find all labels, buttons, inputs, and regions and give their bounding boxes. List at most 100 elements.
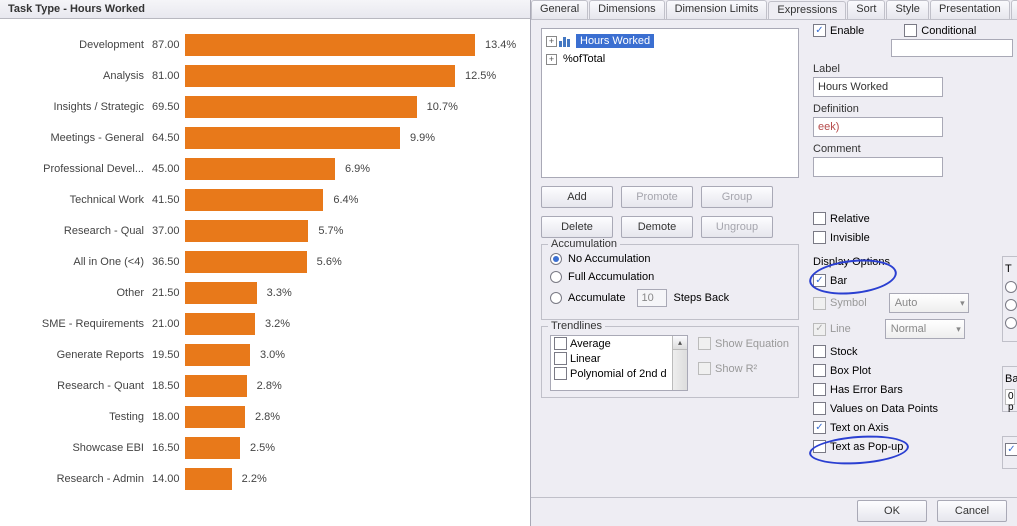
comment-input[interactable] xyxy=(813,157,943,177)
value-label: 45.00 xyxy=(150,163,185,175)
textaxis-row[interactable]: Text on Axis xyxy=(813,421,1008,434)
trend-item[interactable]: Polynomial of 2nd d xyxy=(551,366,687,381)
cut-radio-3[interactable] xyxy=(1005,317,1017,329)
enable-checkbox-row[interactable]: Enable xyxy=(813,24,864,37)
trendline-list[interactable]: Average Linear Polynomial of 2nd d ▴ xyxy=(550,335,688,391)
cut-t-label: T xyxy=(1005,263,1012,275)
show-equation-row[interactable]: Show Equation xyxy=(698,337,789,350)
errorbars-row[interactable]: Has Error Bars xyxy=(813,383,1008,396)
expander-icon[interactable]: + xyxy=(546,54,557,65)
errorbars-checkbox[interactable] xyxy=(813,383,826,396)
full-accum-row[interactable]: Full Accumulation xyxy=(550,271,790,283)
tab-presentation[interactable]: Presentation xyxy=(930,0,1010,19)
stock-row[interactable]: Stock xyxy=(813,345,1008,358)
cut-checkbox[interactable] xyxy=(1005,443,1017,456)
trend-poly-checkbox[interactable] xyxy=(554,367,567,380)
cut-radio-1[interactable] xyxy=(1005,281,1017,293)
line-row[interactable]: LineNormal xyxy=(813,319,1008,339)
accum-row[interactable]: Accumulate10Steps Back xyxy=(550,289,790,307)
add-button[interactable]: Add xyxy=(541,186,613,208)
tab-general[interactable]: General xyxy=(531,0,588,19)
enable-checkbox[interactable] xyxy=(813,24,826,37)
no-accum-row[interactable]: No Accumulation xyxy=(550,253,790,265)
tab-axes[interactable]: Axes xyxy=(1011,0,1017,19)
textpopup-checkbox[interactable] xyxy=(813,440,826,453)
category-label: Development xyxy=(5,39,150,51)
bar-container: 5.6% xyxy=(185,251,525,273)
scroll-up-icon[interactable]: ▴ xyxy=(673,336,687,350)
bar-checkbox[interactable] xyxy=(813,274,826,287)
expression-list[interactable]: + Hours Worked + %ofTotal xyxy=(541,28,799,178)
group-button[interactable]: Group xyxy=(701,186,773,208)
cut-radio-2[interactable] xyxy=(1005,299,1017,311)
line-checkbox[interactable] xyxy=(813,323,826,336)
boxplot-checkbox[interactable] xyxy=(813,364,826,377)
symbol-dropdown[interactable]: Auto xyxy=(889,293,969,313)
percent-label: 2.8% xyxy=(257,380,282,392)
symbol-row[interactable]: SymbolAuto xyxy=(813,293,1008,313)
valuesdp-label: Values on Data Points xyxy=(830,403,938,415)
percent-label: 5.7% xyxy=(318,225,343,237)
invisible-checkbox[interactable] xyxy=(813,231,826,244)
expression-item[interactable]: + Hours Worked xyxy=(546,33,794,49)
tab-sort[interactable]: Sort xyxy=(847,0,885,19)
trend-avg-checkbox[interactable] xyxy=(554,337,567,350)
trend-linear-checkbox[interactable] xyxy=(554,352,567,365)
bar xyxy=(185,251,307,273)
trend-item[interactable]: Linear xyxy=(551,351,687,366)
valuesdp-checkbox[interactable] xyxy=(813,402,826,415)
stock-checkbox[interactable] xyxy=(813,345,826,358)
chart-title: Task Type - Hours Worked xyxy=(0,0,530,19)
expander-icon[interactable]: + xyxy=(546,36,557,47)
textpopup-row[interactable]: Text as Pop-up xyxy=(813,440,1008,453)
expression-item[interactable]: + %ofTotal xyxy=(546,51,794,67)
conditional-input[interactable] xyxy=(891,39,1013,57)
percent-label: 2.5% xyxy=(250,442,275,454)
tab-dimensions[interactable]: Dimensions xyxy=(589,0,664,19)
ungroup-button[interactable]: Ungroup xyxy=(701,216,773,238)
relative-row[interactable]: Relative xyxy=(813,212,870,225)
invisible-label: Invisible xyxy=(830,232,870,244)
show-r2-checkbox[interactable] xyxy=(698,362,711,375)
bar-row[interactable]: Bar xyxy=(813,274,1008,287)
no-accum-radio[interactable] xyxy=(550,253,562,265)
accumulation-title: Accumulation xyxy=(548,238,620,250)
definition-input[interactable] xyxy=(813,117,943,137)
tab-expressions[interactable]: Expressions xyxy=(768,1,846,20)
delete-button[interactable]: Delete xyxy=(541,216,613,238)
show-equation-checkbox[interactable] xyxy=(698,337,711,350)
conditional-checkbox-row[interactable]: Conditional xyxy=(904,24,976,37)
label-input[interactable] xyxy=(813,77,943,97)
trend-item[interactable]: Average xyxy=(551,336,687,351)
cut-bar-input[interactable]: 0 p xyxy=(1005,389,1015,405)
symbol-checkbox[interactable] xyxy=(813,297,826,310)
accum-radio[interactable] xyxy=(550,292,562,304)
demote-button[interactable]: Demote xyxy=(621,216,693,238)
promote-button[interactable]: Promote xyxy=(621,186,693,208)
invisible-row[interactable]: Invisible xyxy=(813,231,870,244)
textaxis-checkbox[interactable] xyxy=(813,421,826,434)
conditional-checkbox[interactable] xyxy=(904,24,917,37)
percent-label: 5.6% xyxy=(317,256,342,268)
chart-row: Showcase EBI16.502.5% xyxy=(5,432,525,463)
bar-container: 2.8% xyxy=(185,375,525,397)
steps-spinner[interactable]: 10 xyxy=(637,289,667,307)
show-r2-row[interactable]: Show R² xyxy=(698,362,789,375)
category-label: Research - Admin xyxy=(5,473,150,485)
ok-button[interactable]: OK xyxy=(857,500,927,522)
bar xyxy=(185,406,245,428)
boxplot-row[interactable]: Box Plot xyxy=(813,364,1008,377)
full-accum-radio[interactable] xyxy=(550,271,562,283)
bar xyxy=(185,313,255,335)
cancel-button[interactable]: Cancel xyxy=(937,500,1007,522)
line-dropdown[interactable]: Normal xyxy=(885,319,965,339)
relative-checkbox[interactable] xyxy=(813,212,826,225)
footer-divider xyxy=(531,497,1017,498)
tab-dimension-limits[interactable]: Dimension Limits xyxy=(666,0,768,19)
valuesdp-row[interactable]: Values on Data Points xyxy=(813,402,1008,415)
scrollbar[interactable]: ▴ xyxy=(672,336,687,390)
enable-label: Enable xyxy=(830,25,864,37)
category-label: SME - Requirements xyxy=(5,318,150,330)
button-row-2: Delete Demote Ungroup xyxy=(541,216,1007,238)
tab-style[interactable]: Style xyxy=(886,0,928,19)
